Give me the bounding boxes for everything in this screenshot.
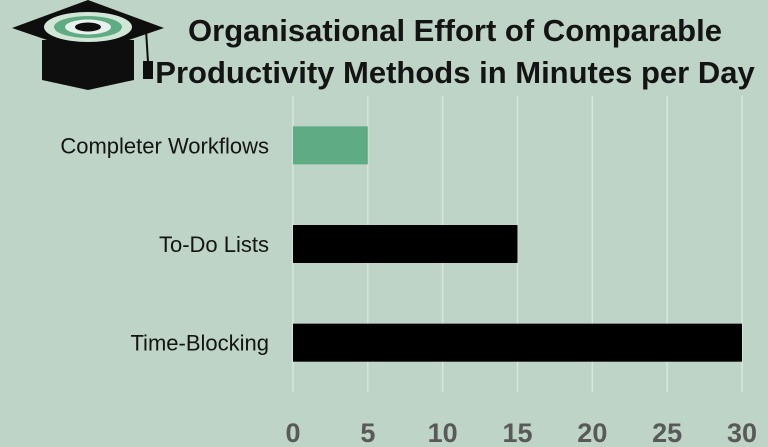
- bar-1: [293, 225, 518, 263]
- x-tick-label-5: 25: [652, 418, 682, 447]
- chart-title-line-2: Productivity Methods in Minutes per Day: [155, 55, 755, 90]
- graduation-cap-icon: [12, 0, 164, 90]
- x-tick-label-2: 10: [428, 418, 458, 447]
- bars: [293, 126, 742, 362]
- x-tick-label-6: 30: [727, 418, 757, 447]
- x-tick-label-3: 15: [502, 418, 532, 447]
- x-tick-label-0: 0: [285, 418, 300, 447]
- bar-2: [293, 323, 742, 362]
- x-tick-labels: 0 5 10 15 20 25 30: [285, 418, 757, 447]
- x-tick-label-1: 5: [360, 418, 375, 447]
- category-labels: Completer Workflows To-Do Lists Time-Block…: [60, 133, 269, 355]
- x-tick-label-4: 20: [577, 418, 607, 447]
- bar-0: [293, 126, 368, 165]
- chart-title: Organisational Effort of Comparable Prod…: [150, 10, 760, 94]
- category-label-0: Completer Workflows: [60, 133, 269, 158]
- category-label-2: Time-Blocking: [130, 331, 269, 356]
- category-label-1: To-Do Lists: [159, 232, 269, 257]
- chart-title-line-1: Organisational Effort of Comparable: [188, 13, 722, 48]
